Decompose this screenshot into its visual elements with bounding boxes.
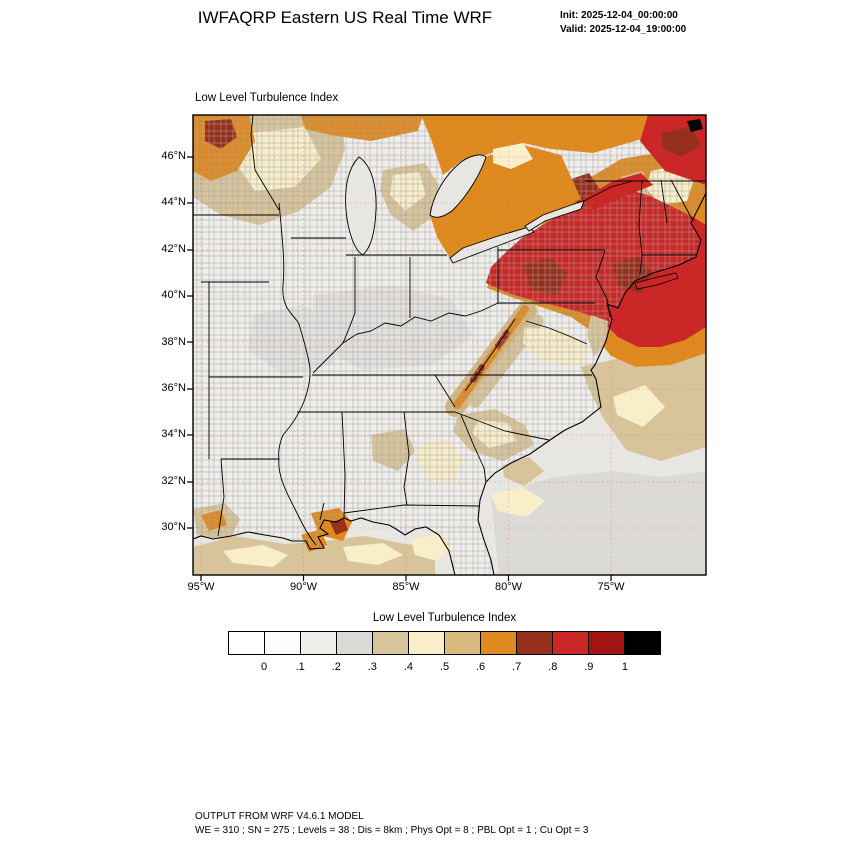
lat-tick-label: 44°N bbox=[161, 196, 186, 209]
colorbar-cell bbox=[336, 631, 373, 655]
county-boundaries bbox=[193, 115, 706, 575]
lat-tick-label: 40°N bbox=[161, 289, 186, 302]
valid-time: Valid: 2025-12-04_19:00:00 bbox=[560, 23, 687, 35]
footer: OUTPUT FROM WRF V4.6.1 MODEL WE = 310 ; … bbox=[195, 810, 588, 837]
colorbar-tick-label: .2 bbox=[331, 661, 341, 673]
lon-tick-label: 95°W bbox=[187, 581, 215, 593]
lat-tick-label: 36°N bbox=[161, 382, 186, 394]
page-title: IWFAQRP Eastern US Real Time WRF bbox=[197, 8, 493, 27]
lat-tick-label: 46°N bbox=[161, 150, 186, 162]
lat-tick-label: 38°N bbox=[161, 335, 186, 348]
lon-tick-label: 85°W bbox=[392, 581, 420, 593]
colorbar-tick-label: .5 bbox=[439, 661, 450, 673]
lake-ontario bbox=[524, 200, 585, 232]
colorbar-cell bbox=[516, 631, 553, 655]
init-time: Init: 2025-12-04_00:00:00 bbox=[560, 10, 678, 21]
lat-tick-label: 34°N bbox=[161, 428, 186, 441]
state-boundaries bbox=[193, 115, 706, 546]
lake-huron bbox=[429, 154, 487, 218]
lake-erie bbox=[449, 226, 535, 264]
colorbar-ticks: 0 .1 .2 .3 .4 .5 .6 .7 .8 .9 1 bbox=[228, 661, 661, 675]
colorbar-tick-label: 0 bbox=[261, 661, 268, 673]
colorbar-tick-label: .6 bbox=[475, 661, 486, 673]
colorbar-tick-label: .9 bbox=[584, 661, 594, 673]
colorbar-tick-label: 1 bbox=[621, 661, 628, 673]
colorbar-cells bbox=[228, 631, 661, 655]
colorbar-tick-label: .8 bbox=[548, 661, 558, 673]
lon-tick-label: 80°W bbox=[494, 581, 523, 593]
lat-tick-label: 32°N bbox=[161, 474, 186, 487]
map-frame bbox=[192, 114, 707, 576]
canada-region bbox=[421, 115, 706, 258]
coastline bbox=[193, 115, 706, 575]
lon-axis: 95°W 90°W 85°W 80°W 75°W bbox=[187, 581, 706, 597]
long-island bbox=[634, 272, 679, 290]
map-canvas bbox=[187, 114, 707, 581]
colorbar-cell bbox=[228, 631, 265, 655]
lat-tick-label: 30°N bbox=[161, 521, 186, 534]
great-lakes bbox=[345, 154, 585, 264]
lon-tick-label: 75°W bbox=[597, 581, 625, 593]
colorbar-label: Low Level Turbulence Index bbox=[372, 612, 517, 624]
colorbar-cell bbox=[552, 631, 589, 655]
footer-model-line: OUTPUT FROM WRF V4.6.1 MODEL bbox=[195, 811, 364, 822]
lon-tick-label: 90°W bbox=[289, 581, 318, 593]
colorbar-cell bbox=[480, 631, 517, 655]
run-time-info: Init: 2025-12-04_00:00:00 Valid: 2025-12… bbox=[560, 9, 686, 36]
colorbar-cell bbox=[372, 631, 409, 655]
colorbar-tick-label: .3 bbox=[367, 661, 377, 673]
colorbar-cell bbox=[408, 631, 445, 655]
colorbar-cell bbox=[444, 631, 481, 655]
map-title: Low Level Turbulence Index bbox=[195, 92, 339, 104]
colorbar-tick-label: .7 bbox=[512, 661, 522, 673]
footer-config-line: WE = 310 ; SN = 275 ; Levels = 38 ; Dis … bbox=[195, 824, 589, 836]
graticule bbox=[193, 115, 706, 575]
map-content bbox=[193, 115, 706, 575]
colorbar-cell bbox=[300, 631, 337, 655]
colorbar-tick-label: .1 bbox=[295, 661, 305, 673]
colorbar-cell bbox=[588, 631, 625, 655]
axis-ticks bbox=[187, 156, 612, 581]
colorbar-tick-label: .4 bbox=[403, 661, 413, 673]
colorbar-cell bbox=[624, 631, 661, 655]
colorbar-cell bbox=[264, 631, 301, 655]
lat-axis: 46°N 44°N 42°N 40°N 38°N 36°N 34°N 32°N 30°N bbox=[136, 115, 186, 580]
lat-tick-label: 42°N bbox=[161, 242, 186, 255]
